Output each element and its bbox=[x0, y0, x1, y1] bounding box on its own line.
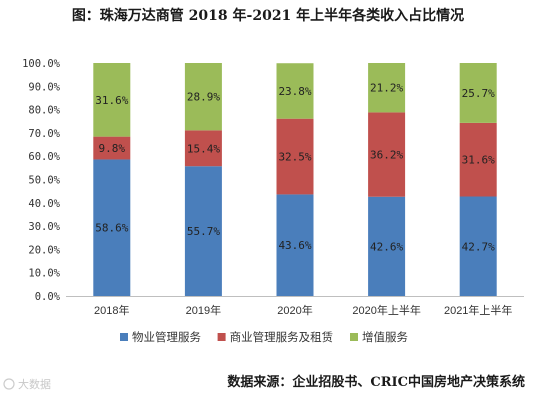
x-tick-label: 2018年 bbox=[94, 303, 129, 317]
bar-segment bbox=[184, 166, 222, 296]
y-tick-label: 40.0% bbox=[28, 198, 60, 210]
data-label: 43.6% bbox=[278, 239, 311, 252]
legend-swatch bbox=[217, 333, 226, 341]
data-label: 31.6% bbox=[95, 94, 128, 107]
y-tick-label: 10.0% bbox=[28, 268, 60, 280]
data-label: 21.2% bbox=[370, 82, 403, 95]
data-label: 31.6% bbox=[462, 154, 495, 167]
data-label: 23.8% bbox=[278, 85, 311, 98]
bar-segment bbox=[276, 63, 314, 119]
x-tick-label: 2020年上半年 bbox=[352, 303, 420, 317]
bar-segment bbox=[368, 196, 406, 296]
y-tick-label: 70.0% bbox=[28, 128, 60, 140]
data-label: 42.7% bbox=[462, 240, 495, 253]
bar-segment bbox=[276, 194, 314, 296]
bar-segment bbox=[184, 130, 222, 167]
data-label: 25.7% bbox=[462, 87, 495, 100]
watermark: 大数据 bbox=[3, 377, 51, 391]
y-tick-label: 100.0% bbox=[22, 58, 61, 70]
bars: 58.6% 9.8% 31.6% 55.7% 15.4% 28.9% 43.6% 32.5% 2… bbox=[93, 63, 497, 296]
bar-segment bbox=[459, 63, 497, 123]
bar-segment bbox=[368, 112, 406, 197]
bar-segment bbox=[459, 196, 497, 296]
bar-segment bbox=[276, 118, 314, 195]
legend-label: 物业管理服务 bbox=[132, 330, 201, 344]
legend-label: 增值服务 bbox=[362, 330, 408, 344]
source-note: 数据来源：企业招股书、CRIC中国房地产决策系统 bbox=[227, 374, 525, 390]
y-tick-label: 50.0% bbox=[28, 175, 60, 187]
y-tick-label: 80.0% bbox=[28, 105, 60, 117]
data-label: 15.4% bbox=[187, 142, 220, 155]
x-axis: 2018年 2019年 2020年 2020年上半年 2021年上半年 bbox=[66, 296, 524, 317]
y-axis: 0.0% 10.0% 20.0% 30.0% 40.0% 50.0% 60.0% 70.0% 8… bbox=[22, 58, 61, 303]
y-tick-label: 30.0% bbox=[28, 221, 60, 233]
y-tick-label: 90.0% bbox=[28, 81, 60, 93]
data-label: 36.2% bbox=[370, 149, 403, 162]
bar-segment bbox=[459, 122, 497, 197]
y-tick-label: 0.0% bbox=[35, 291, 61, 303]
bar-segment bbox=[93, 159, 131, 296]
y-tick-label: 20.0% bbox=[28, 244, 60, 256]
x-tick-label: 2020年 bbox=[277, 303, 312, 317]
x-tick-label: 2021年上半年 bbox=[444, 303, 512, 317]
data-label: 42.6% bbox=[370, 240, 403, 253]
legend: 物业管理服务 商业管理服务及租赁 增值服务 bbox=[120, 330, 408, 344]
x-tick-label: 2019年 bbox=[186, 303, 221, 317]
chart-title: 图：珠海万达商管 2018 年-2021 年上半年各类收入占比情况 bbox=[72, 7, 464, 24]
y-tick-label: 60.0% bbox=[28, 151, 60, 163]
data-label: 55.7% bbox=[187, 225, 220, 238]
legend-swatch bbox=[350, 333, 358, 341]
data-label: 28.9% bbox=[187, 91, 220, 104]
data-label: 58.6% bbox=[95, 222, 128, 235]
legend-swatch bbox=[120, 333, 128, 341]
bar-segment bbox=[93, 63, 131, 137]
watermark-text: 大数据 bbox=[18, 377, 51, 391]
bar-segment bbox=[368, 63, 406, 113]
data-label: 32.5% bbox=[278, 151, 311, 164]
data-label: 9.8% bbox=[99, 142, 126, 155]
bar-segment bbox=[93, 136, 131, 160]
bar-segment bbox=[184, 63, 222, 131]
legend-label: 商业管理服务及租赁 bbox=[230, 330, 334, 344]
watermark-logo-icon bbox=[3, 378, 15, 390]
